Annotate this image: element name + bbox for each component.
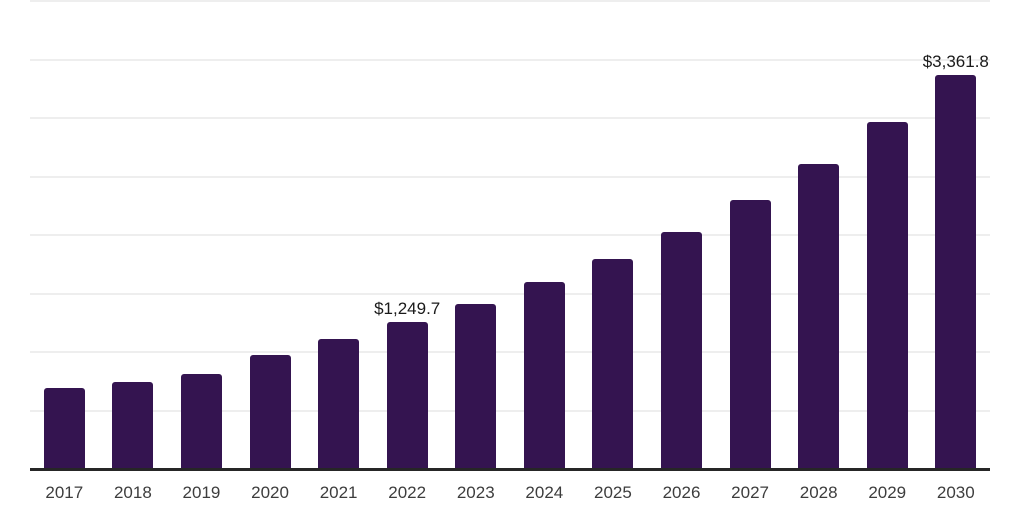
bar-2022 [386, 321, 428, 468]
x-tick-2026: 2026 [662, 483, 701, 502]
x-tick-2019: 2019 [182, 483, 221, 502]
bar-2030 [935, 74, 977, 468]
x-tick-2021: 2021 [319, 483, 358, 502]
bar-group-2017 [30, 0, 99, 468]
bar-group-2022: $1,249.7 [373, 0, 442, 468]
x-tick-2025: 2025 [594, 483, 632, 502]
bar-group-2019 [167, 0, 236, 468]
value-label-2030: $3,361.8 [922, 51, 989, 71]
bar-2023 [455, 304, 497, 468]
value-label-2022: $1,249.7 [374, 298, 441, 318]
bar-group-2027 [716, 0, 785, 468]
x-tick-2022: 2022 [388, 483, 427, 502]
gridline [30, 234, 990, 236]
x-tick-2030: 2030 [936, 483, 975, 502]
bar-group-2030: $3,361.8 [922, 0, 991, 468]
gridline [30, 351, 990, 353]
bar-2028 [798, 164, 840, 468]
gridline [30, 117, 990, 119]
bar-2018 [112, 382, 154, 468]
bar-2025 [592, 258, 634, 468]
x-tick-2028: 2028 [799, 483, 838, 502]
bar-group-2023 [441, 0, 510, 468]
gridline [30, 410, 990, 412]
bar-2020 [249, 355, 291, 468]
bar-group-2029 [853, 0, 922, 468]
bar-2021 [318, 338, 360, 468]
bar-group-2026 [647, 0, 716, 468]
bar-2029 [866, 122, 908, 468]
gridline [30, 176, 990, 178]
bar-group-2025 [579, 0, 648, 468]
bar-2026 [660, 232, 702, 468]
x-tick-2023: 2023 [456, 483, 495, 502]
bar-2027 [729, 200, 771, 468]
gridline [30, 293, 990, 295]
bar-group-2020 [236, 0, 305, 468]
x-tick-2027: 2027 [731, 483, 769, 502]
bar-2017 [43, 388, 85, 468]
gridline [30, 0, 990, 2]
x-axis-labels: 2017 2018 2019 2020 2021 2022 2023 2024 2025 2026… [30, 483, 990, 503]
x-tick-2020: 2020 [251, 483, 289, 502]
plot-area: $1,249.7 $3,361.8 [30, 0, 990, 471]
bars: $1,249.7 $3,361.8 [30, 0, 990, 468]
bar-group-2021 [304, 0, 373, 468]
bar-group-2024 [510, 0, 579, 468]
bar-group-2028 [784, 0, 853, 468]
x-tick-2029: 2029 [868, 483, 907, 502]
bar-2019 [180, 373, 222, 468]
gridline [30, 59, 990, 61]
x-tick-2017: 2017 [45, 483, 84, 502]
bar-group-2018 [99, 0, 168, 468]
x-tick-2018: 2018 [113, 483, 152, 502]
bar-2024 [523, 282, 565, 468]
x-tick-2024: 2024 [525, 483, 564, 502]
